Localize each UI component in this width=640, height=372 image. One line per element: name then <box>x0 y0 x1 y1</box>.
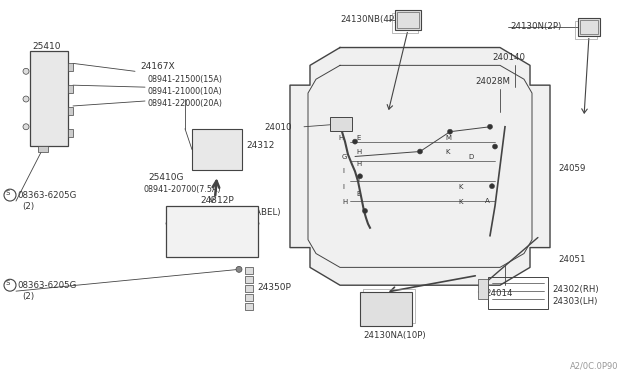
Text: 24303(LH): 24303(LH) <box>552 297 597 306</box>
Polygon shape <box>290 48 550 285</box>
Bar <box>392 13 418 33</box>
Bar <box>30 51 68 145</box>
Text: A: A <box>485 198 490 204</box>
Circle shape <box>23 96 29 102</box>
Text: 24010: 24010 <box>264 123 291 132</box>
Bar <box>330 117 352 131</box>
Text: A2/0C.0P90: A2/0C.0P90 <box>570 362 618 371</box>
Text: 24302(RH): 24302(RH) <box>552 285 598 294</box>
Text: H: H <box>342 199 348 205</box>
Text: 24130NA(10P): 24130NA(10P) <box>363 331 426 340</box>
Text: 08941-21000(10A): 08941-21000(10A) <box>148 87 223 96</box>
Text: I: I <box>342 169 344 174</box>
Bar <box>397 12 419 28</box>
Text: H: H <box>356 148 361 154</box>
Bar <box>68 129 73 137</box>
Text: 08941-22000(20A): 08941-22000(20A) <box>148 99 223 108</box>
Bar <box>68 107 73 115</box>
Bar <box>360 292 412 326</box>
Circle shape <box>362 208 367 214</box>
Text: I: I <box>342 184 344 190</box>
Circle shape <box>493 144 497 149</box>
Bar <box>578 18 600 36</box>
Text: 24014: 24014 <box>485 289 513 298</box>
Text: 24130N(2P): 24130N(2P) <box>510 22 561 31</box>
Text: 24350P: 24350P <box>257 283 291 292</box>
Text: Y: Y <box>356 176 360 182</box>
Text: M: M <box>445 135 451 141</box>
Bar <box>395 10 421 30</box>
Text: S: S <box>6 280 10 286</box>
Circle shape <box>488 124 493 129</box>
Text: 24028M: 24028M <box>475 77 510 86</box>
Text: K: K <box>445 148 449 154</box>
Text: H: H <box>338 135 343 141</box>
Text: 24167X: 24167X <box>140 62 175 71</box>
Text: D: D <box>468 154 473 160</box>
Text: E: E <box>356 191 360 197</box>
Text: 24051: 24051 <box>558 256 586 264</box>
Text: K: K <box>458 199 463 205</box>
Bar <box>245 276 253 283</box>
Text: 25410G: 25410G <box>148 173 184 182</box>
Bar <box>245 294 253 301</box>
Bar <box>38 145 48 151</box>
Text: 24312P: 24312P <box>200 196 234 205</box>
Text: (2): (2) <box>22 292 34 301</box>
Bar <box>488 277 548 309</box>
Text: G: G <box>342 154 348 160</box>
Bar <box>580 20 598 34</box>
Bar <box>575 21 597 39</box>
Bar <box>478 279 488 299</box>
Bar <box>192 129 242 170</box>
Text: K: K <box>458 184 463 190</box>
Circle shape <box>490 184 495 189</box>
Text: (FUSE BLOCK LABEL): (FUSE BLOCK LABEL) <box>190 208 280 217</box>
Text: E: E <box>356 135 360 141</box>
Circle shape <box>417 149 422 154</box>
Circle shape <box>447 129 452 134</box>
Circle shape <box>23 68 29 74</box>
Text: 08363-6205G: 08363-6205G <box>17 191 76 200</box>
Text: 240140: 240140 <box>492 54 525 62</box>
Text: 24059: 24059 <box>558 164 586 173</box>
Text: 08941-21500(15A): 08941-21500(15A) <box>148 75 223 84</box>
Bar <box>245 303 253 310</box>
Text: S: S <box>6 190 10 196</box>
Bar <box>245 267 253 274</box>
Bar <box>68 85 73 93</box>
Text: 08941-20700(7.5A): 08941-20700(7.5A) <box>143 185 221 194</box>
Text: (2): (2) <box>22 202 34 211</box>
Circle shape <box>236 266 242 272</box>
Bar <box>245 285 253 292</box>
Text: H: H <box>356 161 361 167</box>
Text: 08363-6205G: 08363-6205G <box>17 281 76 290</box>
Text: 24312: 24312 <box>246 141 275 150</box>
Text: 25410: 25410 <box>32 42 61 51</box>
Bar <box>68 63 73 71</box>
Circle shape <box>358 174 362 179</box>
Bar <box>166 206 258 257</box>
Bar <box>363 289 415 323</box>
Circle shape <box>353 139 358 144</box>
Circle shape <box>23 124 29 130</box>
Text: 24130NB(4P): 24130NB(4P) <box>340 15 397 24</box>
